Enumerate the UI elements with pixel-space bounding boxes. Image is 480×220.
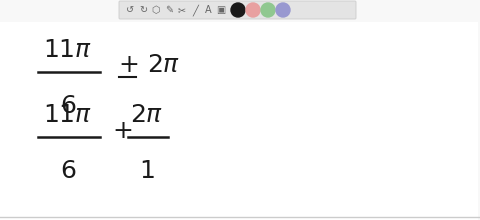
Circle shape: [261, 3, 275, 17]
Text: ✂: ✂: [178, 5, 186, 15]
FancyBboxPatch shape: [0, 22, 478, 220]
Text: $1$: $1$: [139, 160, 155, 183]
Text: ⬡: ⬡: [152, 5, 160, 15]
Text: ↻: ↻: [139, 5, 147, 15]
Text: $6$: $6$: [60, 160, 76, 183]
Circle shape: [276, 3, 290, 17]
Text: A: A: [204, 5, 211, 15]
Text: ╱: ╱: [192, 4, 198, 16]
Text: $11\pi$: $11\pi$: [43, 104, 93, 127]
Text: ▣: ▣: [216, 5, 226, 15]
Text: ✎: ✎: [165, 5, 173, 15]
FancyBboxPatch shape: [119, 1, 356, 19]
Text: ↺: ↺: [126, 5, 134, 15]
Circle shape: [231, 3, 245, 17]
Text: $11\pi$: $11\pi$: [43, 39, 93, 62]
Circle shape: [246, 3, 260, 17]
Text: $2\pi$: $2\pi$: [131, 104, 164, 127]
Text: $+\ 2\pi$: $+\ 2\pi$: [118, 53, 180, 77]
Text: $6$: $6$: [60, 95, 76, 118]
Text: $+$: $+$: [112, 121, 132, 143]
